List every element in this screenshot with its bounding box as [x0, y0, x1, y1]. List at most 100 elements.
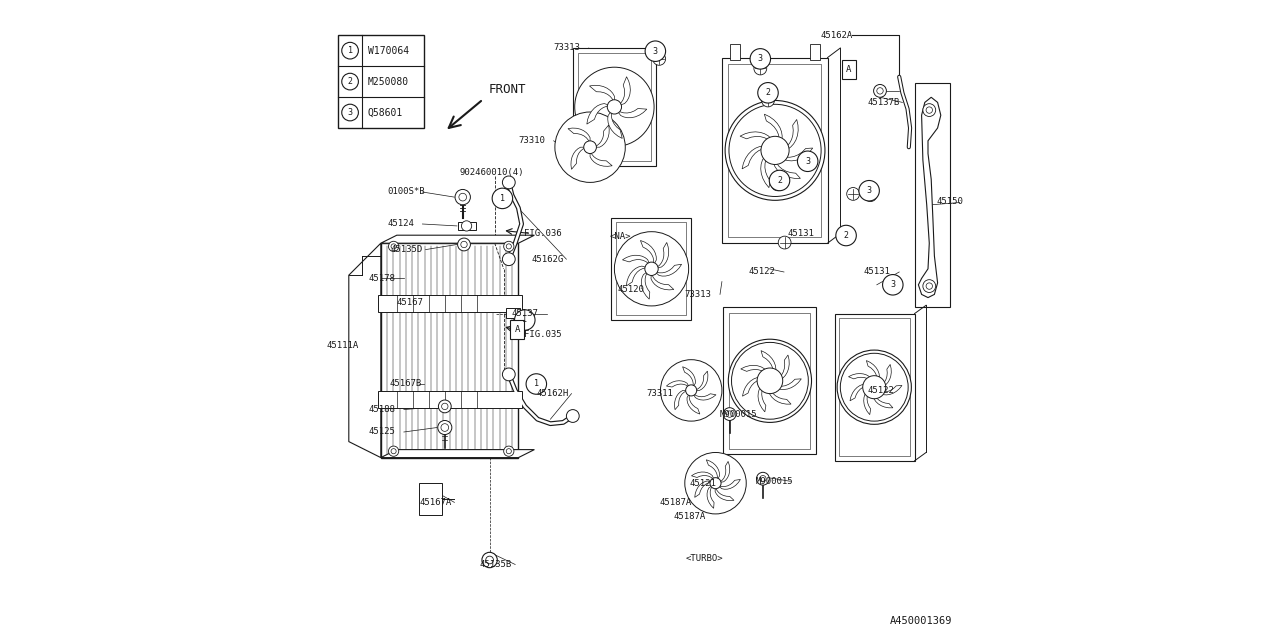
Text: W170064: W170064: [369, 45, 410, 56]
Circle shape: [342, 42, 358, 59]
Circle shape: [686, 385, 696, 396]
Text: 45187A: 45187A: [675, 512, 707, 521]
Circle shape: [883, 275, 904, 295]
Polygon shape: [781, 120, 799, 150]
Circle shape: [723, 408, 736, 420]
Circle shape: [342, 104, 358, 121]
Circle shape: [389, 446, 399, 456]
Polygon shape: [675, 390, 689, 410]
Circle shape: [724, 100, 826, 200]
Circle shape: [756, 472, 769, 485]
Circle shape: [438, 420, 452, 435]
Bar: [612, 218, 691, 320]
Polygon shape: [608, 108, 622, 138]
Circle shape: [769, 170, 790, 191]
Circle shape: [492, 188, 512, 209]
Polygon shape: [652, 272, 673, 290]
Polygon shape: [626, 266, 649, 286]
Text: 45120: 45120: [618, 285, 644, 294]
Text: 45121: 45121: [690, 479, 717, 488]
Text: 3: 3: [805, 157, 810, 166]
Bar: [840, 318, 910, 456]
Circle shape: [758, 83, 778, 103]
Bar: [506, 308, 520, 318]
Polygon shape: [716, 486, 733, 500]
Text: 1: 1: [500, 194, 504, 203]
Circle shape: [778, 236, 791, 249]
Text: 45162A: 45162A: [820, 31, 852, 40]
Text: 2: 2: [777, 176, 782, 185]
Text: 45188: 45188: [369, 405, 396, 414]
Text: 45111A: 45111A: [326, 341, 358, 350]
Polygon shape: [691, 472, 714, 481]
Text: 45167B: 45167B: [389, 380, 421, 388]
Bar: [835, 314, 915, 461]
Polygon shape: [622, 255, 650, 266]
Circle shape: [614, 232, 689, 306]
Circle shape: [502, 368, 515, 381]
Bar: [616, 223, 686, 316]
Circle shape: [458, 238, 471, 251]
Polygon shape: [740, 132, 773, 145]
Polygon shape: [616, 77, 630, 106]
Polygon shape: [741, 365, 769, 377]
Circle shape: [483, 552, 498, 568]
Bar: [728, 313, 810, 449]
Bar: [573, 48, 657, 166]
Polygon shape: [586, 104, 613, 124]
Text: 73313: 73313: [685, 290, 712, 299]
Text: 45162G: 45162G: [531, 255, 563, 264]
Circle shape: [863, 376, 886, 399]
Polygon shape: [849, 374, 873, 384]
Circle shape: [660, 360, 722, 421]
Polygon shape: [707, 484, 714, 508]
Circle shape: [754, 62, 767, 75]
Bar: [378, 392, 522, 408]
Circle shape: [847, 188, 860, 200]
Circle shape: [730, 104, 822, 196]
Polygon shape: [778, 148, 813, 161]
Polygon shape: [640, 241, 657, 266]
Polygon shape: [919, 97, 941, 298]
Circle shape: [841, 353, 909, 421]
Circle shape: [728, 339, 812, 422]
Circle shape: [923, 280, 936, 292]
Text: 45162H: 45162H: [536, 389, 568, 398]
Polygon shape: [571, 147, 589, 170]
Polygon shape: [773, 156, 800, 179]
Polygon shape: [864, 389, 872, 415]
Text: M250080: M250080: [369, 77, 410, 86]
Polygon shape: [381, 449, 535, 458]
Circle shape: [554, 112, 625, 182]
Text: M900015: M900015: [719, 410, 756, 419]
Circle shape: [750, 49, 771, 69]
Polygon shape: [667, 381, 690, 388]
Polygon shape: [742, 377, 767, 396]
Circle shape: [515, 310, 535, 330]
Bar: [730, 44, 740, 60]
Text: 45135D: 45135D: [390, 245, 422, 254]
Polygon shape: [568, 128, 590, 145]
Circle shape: [874, 84, 886, 97]
Circle shape: [575, 67, 654, 147]
Text: 3: 3: [891, 280, 895, 289]
Polygon shape: [590, 85, 614, 105]
Circle shape: [760, 136, 788, 164]
Polygon shape: [758, 383, 767, 412]
Text: 902460010(4): 902460010(4): [460, 168, 524, 177]
Circle shape: [503, 446, 513, 456]
Circle shape: [710, 477, 721, 489]
Circle shape: [645, 262, 658, 275]
Text: A: A: [846, 65, 851, 74]
Circle shape: [797, 151, 818, 172]
Polygon shape: [590, 149, 612, 166]
Circle shape: [566, 410, 579, 422]
Text: Q58601: Q58601: [369, 108, 403, 118]
Polygon shape: [348, 243, 381, 458]
Polygon shape: [591, 125, 609, 147]
Circle shape: [456, 189, 471, 205]
Text: 45122: 45122: [749, 268, 776, 276]
Polygon shape: [867, 360, 879, 385]
Text: M900015: M900015: [755, 477, 792, 486]
Circle shape: [763, 374, 777, 388]
